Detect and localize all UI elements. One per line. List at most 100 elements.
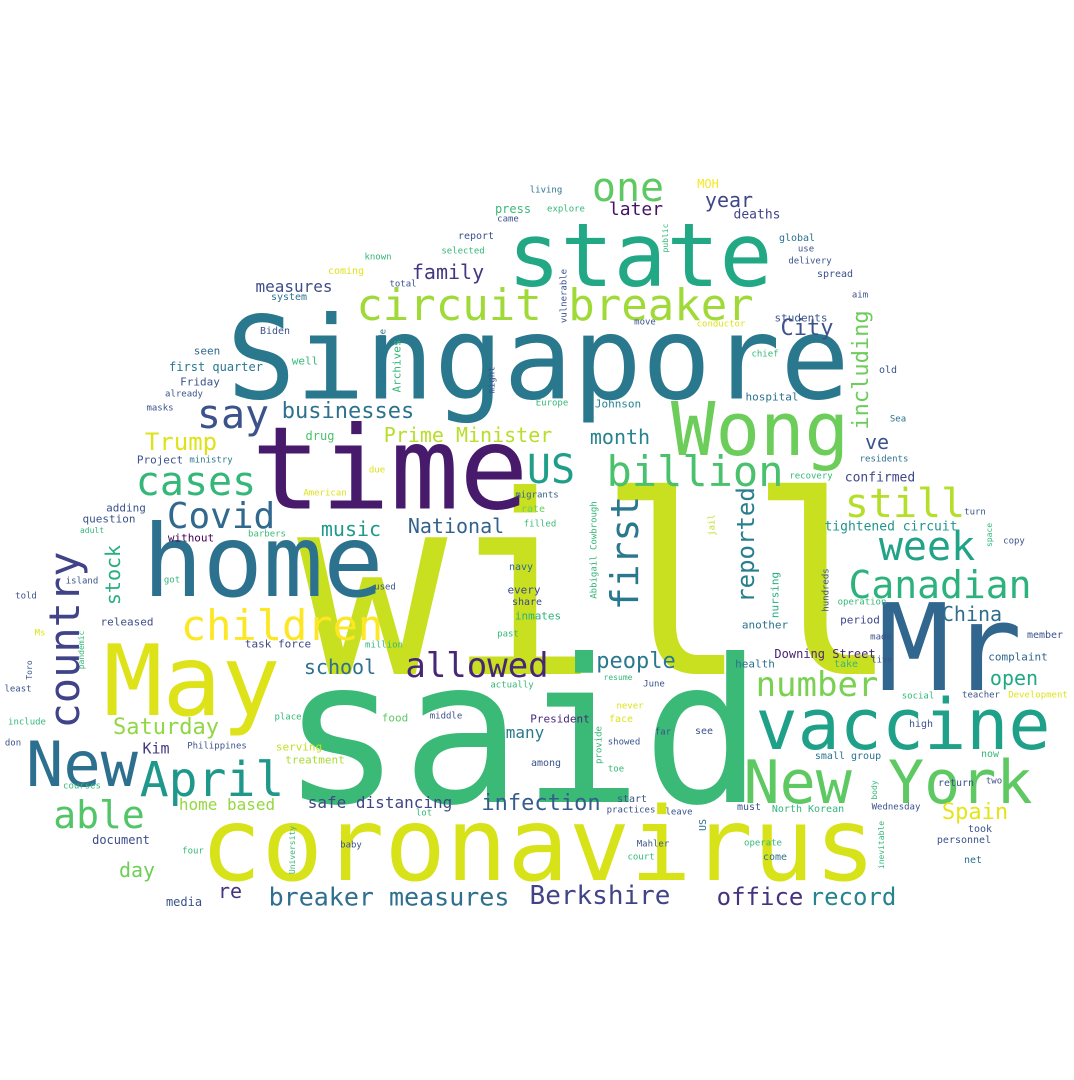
word-singapore: Singapore	[226, 292, 850, 427]
word-middle: middle	[429, 711, 463, 722]
word-body: body	[870, 780, 879, 800]
word-school: school	[303, 655, 377, 679]
word-showed: showed	[607, 737, 641, 748]
word-lot: lot	[415, 808, 433, 819]
word-made: made	[870, 632, 892, 643]
word-re: re	[217, 879, 243, 903]
word-public: public	[661, 223, 670, 253]
word-least: least	[4, 684, 32, 695]
word-released: released	[100, 615, 154, 629]
word-us-small: US	[698, 818, 709, 832]
word-recovery: recovery	[789, 471, 833, 482]
word-already: already	[165, 389, 203, 400]
word-old: old	[878, 365, 898, 376]
word-start: start	[616, 794, 648, 805]
word-residents: residents	[859, 454, 909, 465]
word-well: well	[291, 354, 319, 368]
word-including: including	[849, 310, 874, 430]
word-children: children	[180, 601, 384, 650]
word-infection: infection	[481, 791, 601, 816]
word-measures: measures	[255, 277, 333, 296]
word-another: another	[741, 618, 789, 632]
word-circuit-breaker: circuit breaker	[356, 280, 754, 331]
word-safe-distancing: safe distancing	[307, 793, 453, 812]
word-kim: Kim	[142, 739, 170, 758]
word-now: now	[980, 749, 1000, 760]
word-jail: jail	[707, 514, 718, 536]
word-inmates: inmates	[514, 609, 562, 623]
word-confirmed: confirmed	[844, 470, 916, 486]
word-rate: rate	[520, 504, 546, 515]
word-don: don	[4, 738, 22, 749]
word-first: first	[603, 495, 647, 611]
word-barbers: barbers	[248, 529, 286, 540]
word-ministry: ministry	[189, 455, 233, 466]
word-june: June	[643, 679, 665, 690]
word-home: home	[142, 503, 384, 620]
word-copy: copy	[1003, 536, 1025, 547]
word-treatment: treatment	[285, 753, 345, 767]
word-actually: actually	[490, 680, 534, 691]
word-spain: Spain	[941, 800, 1009, 825]
word-take: take	[833, 659, 859, 670]
word-task-force: task force	[244, 637, 312, 651]
word-delivery: delivery	[788, 256, 832, 267]
word-open: open	[989, 666, 1039, 690]
word-say: say	[196, 392, 270, 438]
word-document: document	[92, 833, 150, 847]
word-development: Development	[1008, 690, 1068, 701]
word-teacher: teacher	[962, 690, 1000, 701]
word-social: social	[901, 691, 935, 702]
word-system: system	[270, 292, 308, 303]
word-friday: Friday	[180, 375, 220, 389]
word-migrants: migrants	[515, 490, 559, 501]
word-seen: seen	[193, 344, 221, 358]
word-explore: explore	[547, 204, 585, 215]
word-project: Project	[136, 453, 184, 467]
word-reported: reported	[732, 487, 760, 603]
word-took: took	[967, 824, 993, 835]
word-office: office	[716, 883, 804, 911]
word-home-based: home based	[178, 795, 276, 814]
word-masks: masks	[146, 403, 174, 414]
word-people: people	[596, 649, 676, 674]
word-coming: coming	[327, 266, 365, 277]
word-media: media	[165, 895, 203, 909]
word-american: American	[303, 488, 347, 499]
word-never: never	[616, 701, 644, 712]
word-prime-minister: Prime Minister	[383, 423, 553, 447]
word-serving: serving	[275, 740, 323, 754]
word-high: high	[908, 719, 934, 730]
word-city: City	[780, 316, 834, 341]
word-biden: Biden	[259, 326, 291, 337]
word-without: without	[167, 531, 215, 545]
word-used: used	[374, 582, 396, 593]
word-coronavirus: coronavirus	[200, 786, 876, 905]
word-abbigail-cowbrough: Abbigail Cowbrough	[589, 501, 600, 599]
word-canadian: Canadian	[848, 563, 1032, 607]
word-philippines: Philippines	[187, 741, 247, 752]
word-said: said	[281, 617, 763, 850]
word-able: able	[53, 793, 145, 837]
word-sea: Sea	[889, 414, 907, 425]
word-number: number	[755, 665, 879, 705]
word-see: see	[694, 726, 714, 737]
word-inevitable: inevitable	[877, 820, 886, 870]
word-breaker-measures: breaker measures	[268, 882, 510, 912]
word-time: time	[251, 402, 529, 537]
word-month: month	[589, 425, 651, 449]
word-moh: MOH	[697, 177, 719, 191]
word-record: record	[809, 883, 897, 911]
word-businesses: businesses	[281, 399, 415, 424]
word-move: move	[634, 317, 656, 328]
word-conductor: conductor	[696, 319, 746, 330]
word-allowed: allowed	[405, 646, 549, 686]
word-period: period	[840, 613, 880, 627]
word-total: total	[389, 279, 417, 290]
word-archives: Archives	[390, 339, 404, 393]
word-filled: filled	[523, 519, 557, 530]
word-vulnerable: vulnerable	[559, 268, 570, 324]
word-saturday: Saturday	[113, 715, 219, 740]
word-toro: Toro	[25, 660, 34, 680]
word-students: students	[774, 311, 828, 325]
